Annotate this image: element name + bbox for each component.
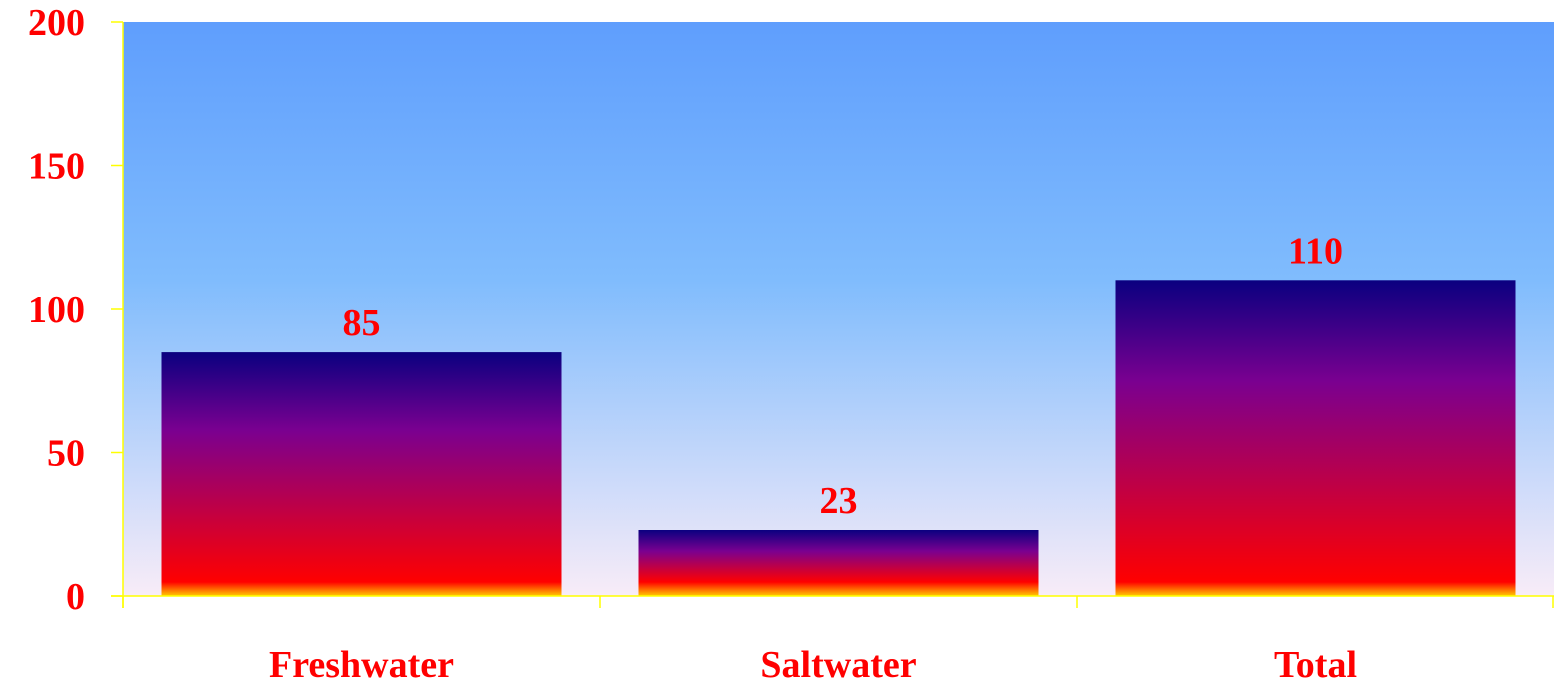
bar-saltwater <box>638 530 1039 596</box>
axes-group <box>111 21 1554 608</box>
data-label-total: 110 <box>1288 230 1343 272</box>
y-tick-label-0: 0 <box>66 576 85 618</box>
y-tick-label-150: 150 <box>28 146 85 188</box>
x-tick-label-freshwater: Freshwater <box>269 644 454 683</box>
y-tick-label-100: 100 <box>28 289 85 331</box>
x-tick-label-saltwater: Saltwater <box>760 644 916 683</box>
data-label-freshwater: 85 <box>343 302 381 344</box>
bar-total <box>1115 280 1516 596</box>
data-label-saltwater: 23 <box>820 480 858 522</box>
x-tick-label-total: Total <box>1274 644 1357 683</box>
y-tick-label-200: 200 <box>28 2 85 44</box>
labels-group: 85 Freshwater 23 Saltwater 110 Total 0 50 100 150… <box>28 2 1357 683</box>
bars-group <box>161 280 1516 596</box>
bar-freshwater <box>161 352 562 596</box>
y-tick-label-50: 50 <box>47 433 85 475</box>
